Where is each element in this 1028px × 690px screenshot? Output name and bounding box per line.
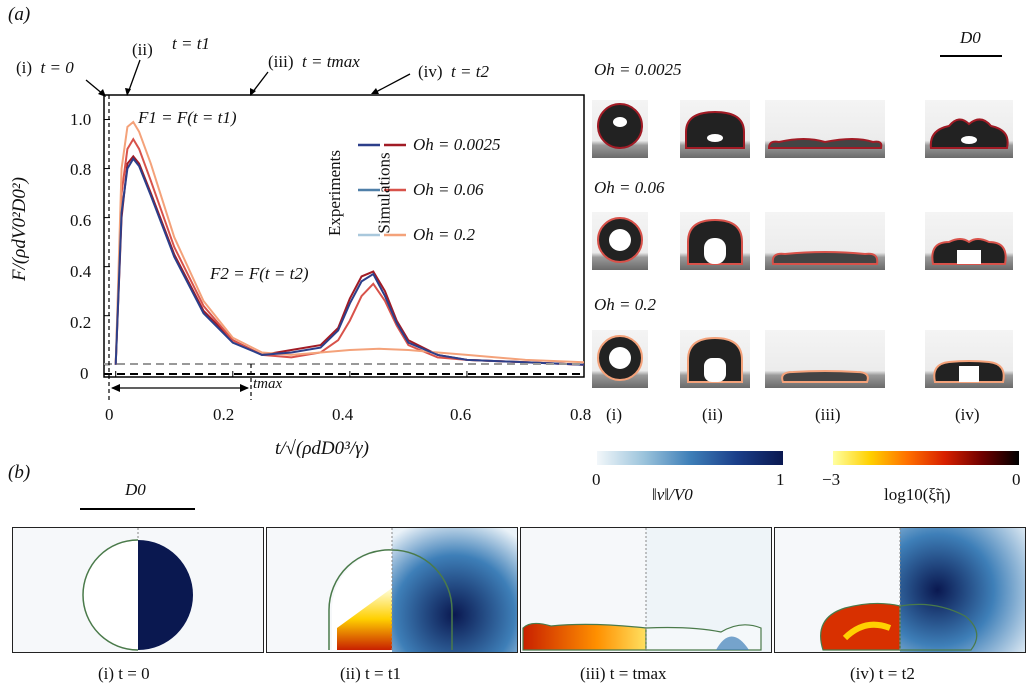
scale-label-a: D0	[960, 28, 981, 47]
col-label-iv: (iv)	[955, 405, 980, 424]
caption-b-iv: (iv) t = t2	[850, 664, 915, 683]
stage-label-ii: (ii)	[132, 40, 153, 59]
f2-annotation: F2 = F(t = t2)	[210, 264, 309, 283]
y-tick-4: 0.8	[70, 160, 92, 179]
legend-oh-3: Oh = 0.2	[413, 225, 475, 244]
sim-panel-iii	[520, 527, 772, 653]
caption-b-i: (i) t = 0	[98, 664, 150, 683]
series-line-3	[114, 120, 585, 365]
dissipation-cbar-label: log10(ξ̃η)	[884, 485, 951, 504]
velocity-cbar-min: 0	[592, 470, 601, 489]
stage-time-ii: t = t1	[172, 34, 210, 53]
row-label-2: Oh = 0.06	[594, 178, 665, 197]
legend-lines	[358, 143, 406, 237]
caption-b-ii: (ii) t = t1	[340, 664, 402, 683]
series-line-1	[114, 154, 585, 366]
stage-label-i: (i) t = 0	[16, 58, 74, 77]
snapshot-oh1-i	[592, 100, 648, 158]
force-chart	[85, 59, 585, 400]
snapshot-oh2-ii	[680, 212, 750, 270]
x-tick-4: 0.8	[570, 405, 592, 424]
legend-oh-2: Oh = 0.06	[413, 180, 484, 199]
velocity-cbar-label: ‖v‖/V0	[652, 485, 693, 504]
stage-label-iv: (iv) t = t2	[418, 62, 489, 81]
scale-bar-a	[940, 55, 1002, 57]
x-axis-label: t/√(ρdD0³/γ)	[275, 438, 369, 459]
legend-experiments: Experiments	[324, 150, 344, 236]
snapshot-oh2-iv	[925, 212, 1013, 270]
panel-b-label: (b)	[8, 462, 31, 483]
panel-a-label: (a)	[8, 4, 31, 25]
stage-label-iii: (iii) t = tmax	[268, 52, 360, 71]
snapshot-oh1-iii	[765, 100, 885, 158]
y-tick-2: 0.4	[70, 262, 92, 281]
sim-panel-i	[12, 527, 264, 653]
y-axis-label: F/(ρdV0²D0²)	[9, 177, 30, 281]
snapshot-oh1-iv	[925, 100, 1013, 158]
x-tick-2: 0.4	[332, 405, 354, 424]
snapshot-oh3-iv	[925, 330, 1013, 388]
f1-annotation: F1 = F(t = t1)	[138, 108, 237, 127]
x-tick-3: 0.6	[450, 405, 472, 424]
y-tick-1: 0.2	[70, 313, 92, 332]
scale-label-b: D0	[125, 480, 146, 499]
x-tick-1: 0.2	[213, 405, 235, 424]
velocity-colorbar	[597, 451, 783, 465]
snapshot-oh3-i	[592, 330, 648, 388]
x-tick-0: 0	[105, 405, 114, 424]
plot-frame	[103, 94, 585, 378]
dissipation-cbar-min: −3	[822, 470, 841, 489]
stage-arrows	[85, 59, 411, 96]
sim-panel-ii	[266, 527, 518, 653]
y-tick-0: 0	[80, 364, 89, 383]
legend-simulations: Simulations	[374, 152, 394, 234]
dissipation-cbar-max: 0	[1012, 470, 1021, 489]
y-tick-5: 1.0	[70, 110, 92, 129]
caption-b-iii: (iii) t = tmax	[580, 664, 667, 683]
snapshot-oh2-i	[592, 212, 648, 270]
col-label-iii: (iii)	[815, 405, 841, 424]
series-line-2	[114, 137, 585, 366]
snapshot-oh1-ii	[680, 100, 750, 158]
y-tick-3: 0.6	[70, 211, 92, 230]
snapshot-oh2-iii	[765, 212, 885, 270]
series-line-4	[114, 157, 585, 366]
velocity-cbar-max: 1	[776, 470, 785, 489]
tmax-annotation: tmax	[253, 376, 283, 392]
col-label-i: (i)	[606, 405, 623, 424]
dissipation-colorbar	[833, 451, 1019, 465]
row-label-1: Oh = 0.0025	[594, 60, 682, 79]
snapshot-oh3-iii	[765, 330, 885, 388]
snapshot-oh3-ii	[680, 330, 750, 388]
sim-panel-iv	[774, 527, 1026, 653]
legend-oh-1: Oh = 0.0025	[413, 135, 501, 154]
col-label-ii: (ii)	[702, 405, 723, 424]
row-label-3: Oh = 0.2	[594, 295, 656, 314]
scale-bar-b	[80, 508, 195, 510]
